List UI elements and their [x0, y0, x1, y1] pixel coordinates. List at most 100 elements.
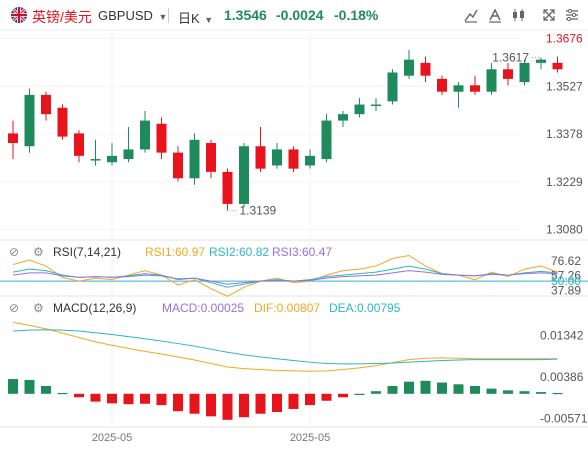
hide-eye-icon[interactable]: ⊘	[9, 245, 19, 259]
macd-histogram-bar	[123, 393, 134, 405]
high-price-label: 1.3617	[492, 50, 529, 64]
price-change: -0.0024	[276, 7, 324, 23]
candle-body[interactable]	[321, 120, 332, 160]
macd-histogram-bar	[519, 391, 530, 394]
candle-body[interactable]	[173, 152, 183, 179]
macd-legend-value: MACD:0.00025	[162, 301, 244, 315]
candle-body[interactable]	[552, 62, 563, 70]
candle-body[interactable]	[41, 94, 51, 115]
rsi-tick-label: 76.62	[551, 254, 581, 268]
candle-style-icon[interactable]	[510, 6, 528, 24]
dif-line	[12, 321, 558, 372]
period-label: 日K	[178, 11, 200, 26]
dea-line	[12, 329, 558, 365]
macd-legend-value: DIF:0.00807	[254, 301, 320, 315]
macd-histogram-bar	[338, 393, 348, 398]
candle-body[interactable]	[255, 146, 266, 169]
price-tick-label: 1.3080	[546, 223, 583, 237]
candle-body[interactable]	[107, 155, 117, 163]
candle-body[interactable]	[57, 107, 68, 137]
candle-body[interactable]	[305, 155, 315, 166]
uk-flag-icon	[11, 7, 27, 23]
rsi-tick-label: 57.26	[551, 269, 581, 283]
hide-eye-icon[interactable]: ⊘	[9, 301, 19, 315]
candle-body[interactable]	[470, 85, 480, 92]
header-divider	[168, 8, 169, 23]
date-axis-label: 2025-05	[290, 432, 330, 444]
candle-body[interactable]	[519, 62, 530, 83]
macd-histogram-bar	[173, 393, 183, 412]
period-selector[interactable]: 日K ▼	[178, 8, 213, 27]
gear-icon[interactable]: ⚙	[33, 245, 44, 259]
macd-histogram-bar	[453, 384, 464, 394]
macd-histogram-bar	[288, 393, 299, 409]
candle-body[interactable]	[272, 149, 282, 166]
rsi-line-3	[12, 270, 558, 285]
macd-histogram-bar	[24, 379, 35, 394]
macd-histogram-bar	[486, 388, 497, 394]
macd-histogram-bar	[420, 380, 431, 394]
candle-body[interactable]	[288, 149, 299, 169]
macd-histogram-bar	[8, 379, 18, 394]
macd-histogram-bar	[437, 382, 447, 394]
macd-histogram-bar	[321, 393, 332, 401]
gear-icon[interactable]: ⚙	[33, 301, 44, 315]
candle-body[interactable]	[206, 143, 216, 172]
current-price-label: 1.3676	[546, 31, 583, 45]
candle-body[interactable]	[354, 104, 365, 115]
macd-histogram-bar	[536, 392, 546, 394]
candle-body[interactable]	[90, 159, 101, 161]
macd-histogram-bar	[404, 381, 414, 394]
candle-body[interactable]	[239, 146, 249, 204]
candle-body[interactable]	[503, 69, 513, 79]
candle-body[interactable]	[437, 78, 447, 92]
pair-name[interactable]: 英镑/美元	[32, 9, 92, 25]
candle-body[interactable]	[222, 171, 233, 204]
settings-icon[interactable]	[563, 6, 581, 24]
candle-body[interactable]	[387, 72, 398, 102]
candle-body[interactable]	[189, 139, 200, 179]
rsi-indicator-name: RSI(7,14,21)	[53, 245, 121, 259]
macd-histogram-bar	[74, 393, 84, 398]
rsi-legend-value: RSI1:60.97	[145, 245, 205, 259]
text-tool-icon[interactable]	[486, 6, 504, 24]
macd-histogram-bar	[140, 393, 150, 404]
macd-histogram-bar	[222, 393, 233, 420]
macd-histogram-bar	[503, 390, 513, 394]
candle-body[interactable]	[404, 59, 414, 76]
candle-body[interactable]	[371, 104, 381, 107]
macd-histogram-bar	[552, 392, 563, 395]
candle-body[interactable]	[338, 114, 348, 121]
candle-body[interactable]	[486, 69, 497, 92]
rsi-tick-label: 37.89	[551, 283, 581, 297]
candle-body[interactable]	[420, 62, 431, 76]
macd-histogram-bar	[305, 393, 315, 406]
macd-legend-value: DEA:0.00795	[329, 301, 401, 315]
macd-histogram-bar	[41, 386, 51, 394]
macd-tick-label: 0.00386	[540, 370, 584, 384]
symbol-selector[interactable]: GBPUSD ▼	[98, 8, 167, 23]
candle-body[interactable]	[156, 123, 167, 153]
macd-histogram-bar	[156, 393, 167, 406]
candle-body[interactable]	[74, 133, 84, 156]
candle-body[interactable]	[24, 94, 35, 147]
macd-histogram-bar	[371, 391, 381, 394]
rsi-tick-label: 50.00	[551, 274, 581, 288]
price-change-pct: -0.18%	[334, 7, 379, 23]
macd-histogram-bar	[90, 393, 101, 402]
candle-body[interactable]	[140, 120, 150, 150]
macd-histogram-bar	[470, 386, 480, 394]
fullscreen-icon[interactable]	[540, 6, 558, 24]
price-tick-label: 1.3229	[546, 175, 583, 189]
candle-body[interactable]	[453, 85, 464, 92]
macd-histogram-bar	[206, 393, 216, 417]
macd-histogram-bar	[354, 393, 365, 396]
macd-histogram-bar	[255, 393, 266, 414]
last-price: 1.3546	[224, 7, 267, 23]
candle-body[interactable]	[123, 149, 134, 160]
indicator-icon[interactable]	[462, 6, 480, 24]
macd-histogram-bar	[189, 393, 200, 414]
candle-body[interactable]	[536, 59, 546, 63]
candle-body[interactable]	[8, 133, 18, 144]
